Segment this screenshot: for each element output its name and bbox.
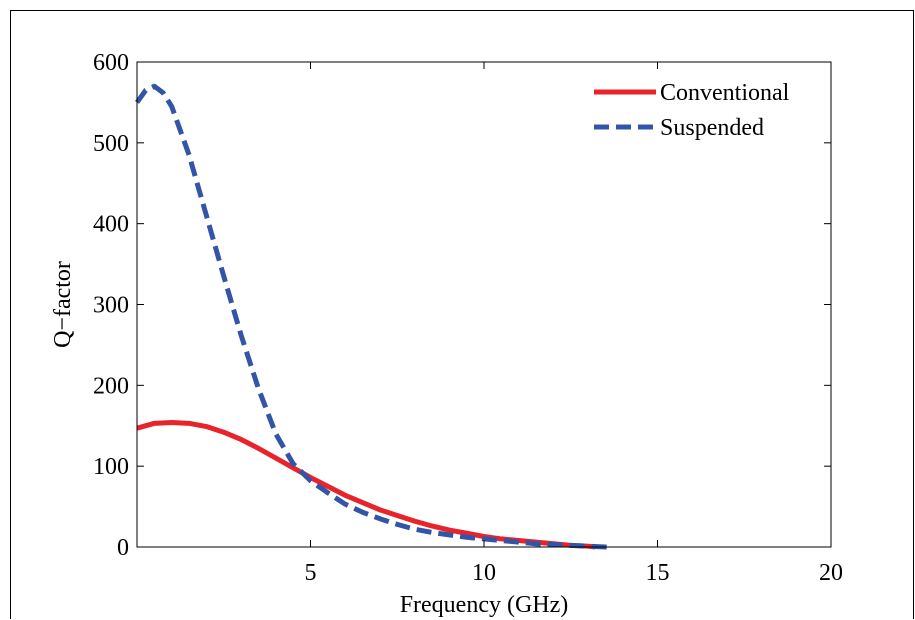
y-tick-label: 500 bbox=[93, 131, 129, 157]
series-layer bbox=[134, 83, 613, 550]
legend-label-suspended: Suspended bbox=[660, 115, 764, 141]
legend-label-conventional: Conventional bbox=[660, 80, 790, 106]
legend: Conventional Suspended bbox=[594, 80, 790, 141]
y-axis-label: Q−factor bbox=[50, 261, 76, 348]
series-line-suspended bbox=[134, 83, 613, 550]
y-tick-label: 100 bbox=[93, 454, 129, 480]
y-tick-label: 200 bbox=[93, 373, 129, 399]
y-tick-label: 400 bbox=[93, 212, 129, 238]
x-tick-label: 10 bbox=[472, 560, 496, 586]
y-tick-label: 300 bbox=[93, 293, 129, 319]
plot-area bbox=[137, 62, 831, 547]
x-tick-label: 15 bbox=[646, 560, 670, 586]
x-tick-label: 20 bbox=[819, 560, 843, 586]
x-axis-label: Frequency (GHz) bbox=[400, 592, 569, 618]
figure-frame bbox=[10, 10, 914, 619]
x-tick-label: 5 bbox=[305, 560, 317, 586]
y-tick-label: 600 bbox=[93, 50, 129, 76]
y-tick-label: 0 bbox=[117, 535, 129, 561]
